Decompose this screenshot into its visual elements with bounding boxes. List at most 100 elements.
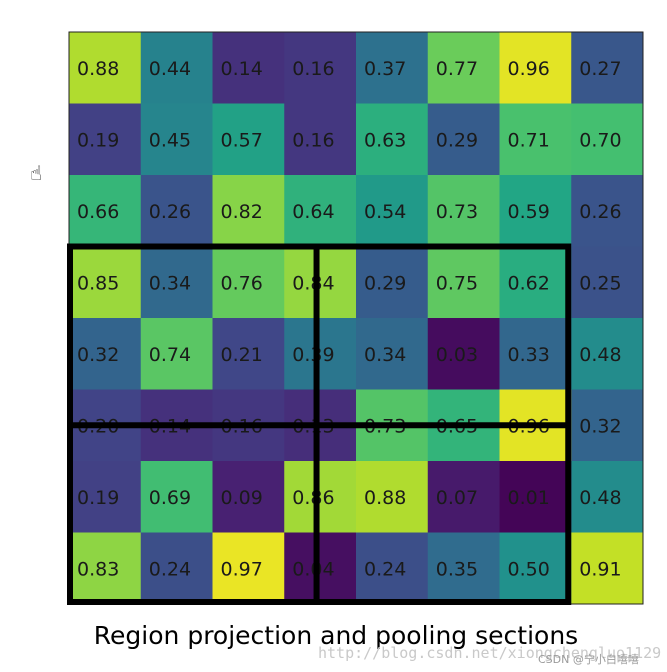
heatmap-cell (284, 175, 357, 247)
cell-value-label: 0.03 (436, 344, 478, 366)
cell-value-label: 0.76 (221, 272, 263, 294)
cell-value-label: 0.34 (364, 344, 406, 366)
heatmap-cell (427, 175, 500, 247)
heatmap-cell (212, 175, 285, 247)
heatmap-cell (499, 532, 572, 605)
cell-value-label: 0.37 (364, 58, 406, 80)
cell-value-label: 0.24 (364, 558, 406, 580)
cell-value-label: 0.24 (149, 558, 191, 580)
cell-value-label: 0.83 (77, 558, 119, 580)
heatmap-cell (212, 532, 285, 605)
heatmap-cell (571, 389, 644, 462)
cell-value-label: 0.48 (579, 487, 621, 509)
heatmap-cell (356, 246, 429, 319)
cell-value-label: 0.62 (508, 272, 550, 294)
cell-value-label: 0.86 (292, 487, 334, 509)
heatmap-cell (284, 103, 357, 176)
cell-value-label: 0.97 (221, 558, 263, 580)
heatmap-cell (69, 318, 142, 390)
cell-value-label: 0.45 (149, 129, 191, 151)
heatmap-cell (427, 318, 500, 390)
cell-value-label: 0.27 (579, 58, 621, 80)
heatmap-cell (140, 103, 213, 176)
heatmap-cell (356, 461, 429, 533)
cell-value-label: 0.16 (292, 58, 334, 80)
cell-value-label: 0.33 (508, 344, 550, 366)
heatmap-cell (356, 103, 429, 176)
heatmap-cell (571, 532, 644, 605)
cell-value-label: 0.29 (436, 129, 478, 151)
cell-value-label: 0.26 (149, 201, 191, 223)
cell-value-label: 0.34 (149, 272, 191, 294)
heatmap-cell (427, 32, 500, 104)
heatmap-cell (69, 103, 142, 176)
cell-value-label: 0.19 (77, 129, 119, 151)
heatmap-cell (499, 175, 572, 247)
heatmap-cell (284, 532, 357, 605)
heatmap-cell (571, 461, 644, 533)
cell-value-label: 0.14 (221, 58, 263, 80)
watermark-url: http://blog.csdn.net/xiongchengluo1129 (318, 644, 661, 662)
cell-value-label: 0.35 (436, 558, 478, 580)
cell-value-label: 0.26 (579, 201, 621, 223)
heatmap-cell (571, 32, 644, 104)
heatmap-cell (212, 246, 285, 319)
heatmap-cell (69, 175, 142, 247)
cell-value-label: 0.44 (149, 58, 191, 80)
heatmap-cell (499, 32, 572, 104)
heatmap-cell (571, 246, 644, 319)
heatmap-cell (140, 532, 213, 605)
heatmap-cell (140, 175, 213, 247)
cell-value-label: 0.32 (579, 415, 621, 437)
heatmap-cell (284, 461, 357, 533)
heatmap-cell (284, 32, 357, 104)
heatmap-cell (499, 461, 572, 533)
cell-value-label: 0.21 (221, 344, 263, 366)
cell-value-label: 0.04 (292, 558, 334, 580)
heatmap-cell (499, 318, 572, 390)
cell-value-label: 0.70 (579, 129, 621, 151)
heatmap-cells (68, 31, 644, 605)
cell-value-label: 0.09 (221, 487, 263, 509)
heatmap-cell (499, 246, 572, 319)
heatmap-cell (212, 32, 285, 104)
cell-value-label: 0.57 (221, 129, 263, 151)
cell-value-label: 0.77 (436, 58, 478, 80)
watermark-credit: CSDN @宁小白嘻嘻 (538, 652, 639, 666)
heatmap-value-labels: 0.88 0.44 0.14 0.16 0.37 0.77 0.96 0.27 0.19 0.45… (77, 58, 622, 581)
heatmap-cell (284, 246, 357, 319)
hand-pointer-icon: ☝ (30, 161, 42, 185)
heatmap-cell (356, 532, 429, 605)
heatmap-cell (427, 461, 500, 533)
heatmap-cell (356, 318, 429, 390)
heatmap-cell (69, 461, 142, 533)
cell-value-label: 0.39 (292, 344, 334, 366)
heatmap-cell (212, 103, 285, 176)
cell-value-label: 0.96 (508, 58, 550, 80)
cell-value-label: 0.63 (364, 129, 406, 151)
cell-value-label: 0.73 (436, 201, 478, 223)
heatmap-cell (140, 318, 213, 390)
heatmap-cell (571, 103, 644, 176)
cell-value-label: 0.74 (149, 344, 191, 366)
heatmap-cell (499, 103, 572, 176)
cell-value-label: 0.25 (579, 272, 621, 294)
heatmap-cell (571, 175, 644, 247)
heatmap-cell (427, 103, 500, 176)
heatmap-cell (356, 32, 429, 104)
heatmap-cell (140, 461, 213, 533)
cell-value-label: 0.84 (292, 272, 334, 294)
cell-value-label: 0.91 (579, 558, 621, 580)
cell-value-label: 0.48 (579, 344, 621, 366)
heatmap-cell (427, 532, 500, 605)
cell-value-label: 0.69 (149, 487, 191, 509)
heatmap-cell (140, 32, 213, 104)
region-projection-overlay (67, 243, 572, 605)
heatmap-cell (284, 318, 357, 390)
heatmap-cell (427, 246, 500, 319)
cell-value-label: 0.50 (508, 558, 550, 580)
cell-value-label: 0.88 (364, 487, 406, 509)
cell-value-label: 0.01 (508, 487, 550, 509)
cell-value-label: 0.85 (77, 272, 119, 294)
